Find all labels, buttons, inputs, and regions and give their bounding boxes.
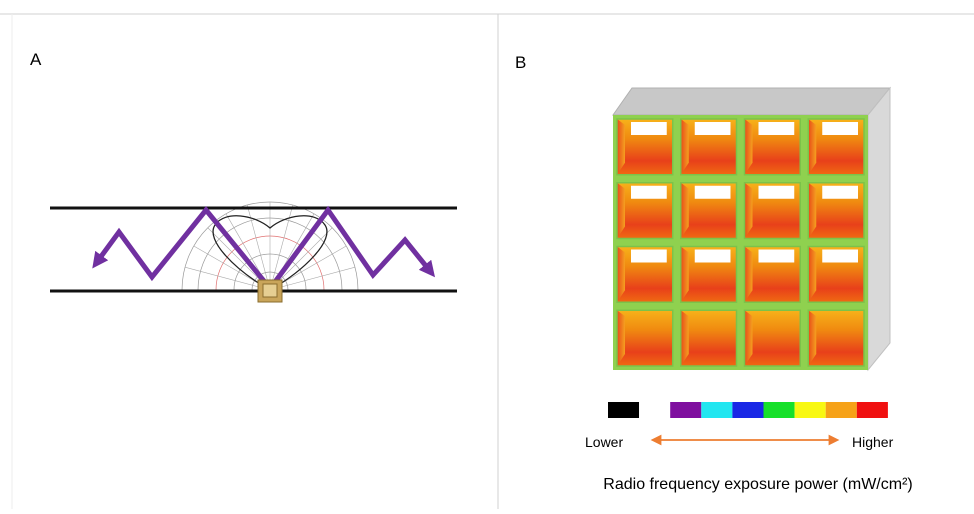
color-swatch [608,402,639,418]
panel-label: B [515,53,526,72]
figure: A B Lower Higher Radio frequency exposur… [0,0,974,509]
scale-high-label: Higher [852,434,894,450]
cell-opening [822,186,858,199]
cell-opening [631,122,667,135]
color-swatch [639,402,670,418]
antenna [258,280,282,302]
shelf-top [613,88,890,115]
color-swatch [670,402,701,418]
signal-path-right [272,210,430,286]
scale-caption: Radio frequency exposure power (mW/cm²) [603,476,912,493]
cell-opening [695,250,731,263]
cell-opening [759,186,795,199]
cell [808,310,864,366]
cell [617,310,673,366]
cell-opening [822,250,858,263]
signal-path-left [97,210,268,286]
cell-opening [631,250,667,263]
cell-opening [759,250,795,263]
cell-opening [631,186,667,199]
cell-opening [695,186,731,199]
color-scale [608,402,888,418]
color-swatch [857,402,888,418]
color-swatch [826,402,857,418]
page: A B Lower Higher Radio frequency exposur… [0,0,974,509]
signal-paths [97,210,430,286]
color-swatch [701,402,732,418]
color-swatch [795,402,826,418]
cell [681,310,737,366]
shelf-side [868,88,890,370]
cell [745,310,801,366]
cell-opening [695,122,731,135]
cell-opening [822,122,858,135]
cell-opening [759,122,795,135]
scale-low-label: Lower [585,434,623,450]
panel-label: A [30,50,42,69]
color-swatch [764,402,795,418]
color-swatch [732,402,763,418]
